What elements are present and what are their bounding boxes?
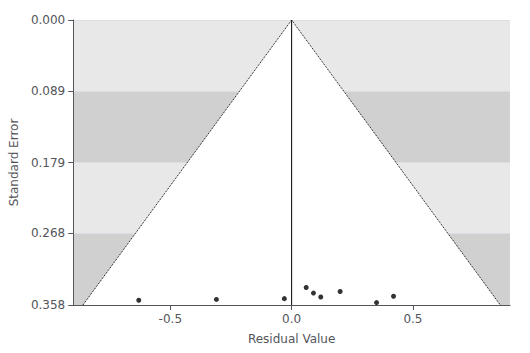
svg-text:0.358: 0.358 — [31, 298, 65, 312]
svg-text:0.000: 0.000 — [31, 13, 65, 27]
svg-text:0.0: 0.0 — [282, 312, 301, 326]
svg-text:0.268: 0.268 — [31, 226, 65, 240]
svg-text:0.179: 0.179 — [31, 156, 65, 170]
svg-text:0.089: 0.089 — [31, 84, 65, 98]
svg-text:Residual Value: Residual Value — [248, 332, 335, 346]
svg-text:-0.5: -0.5 — [159, 312, 182, 326]
svg-text:Standard Error: Standard Error — [7, 119, 21, 207]
svg-text:0.5: 0.5 — [403, 312, 422, 326]
